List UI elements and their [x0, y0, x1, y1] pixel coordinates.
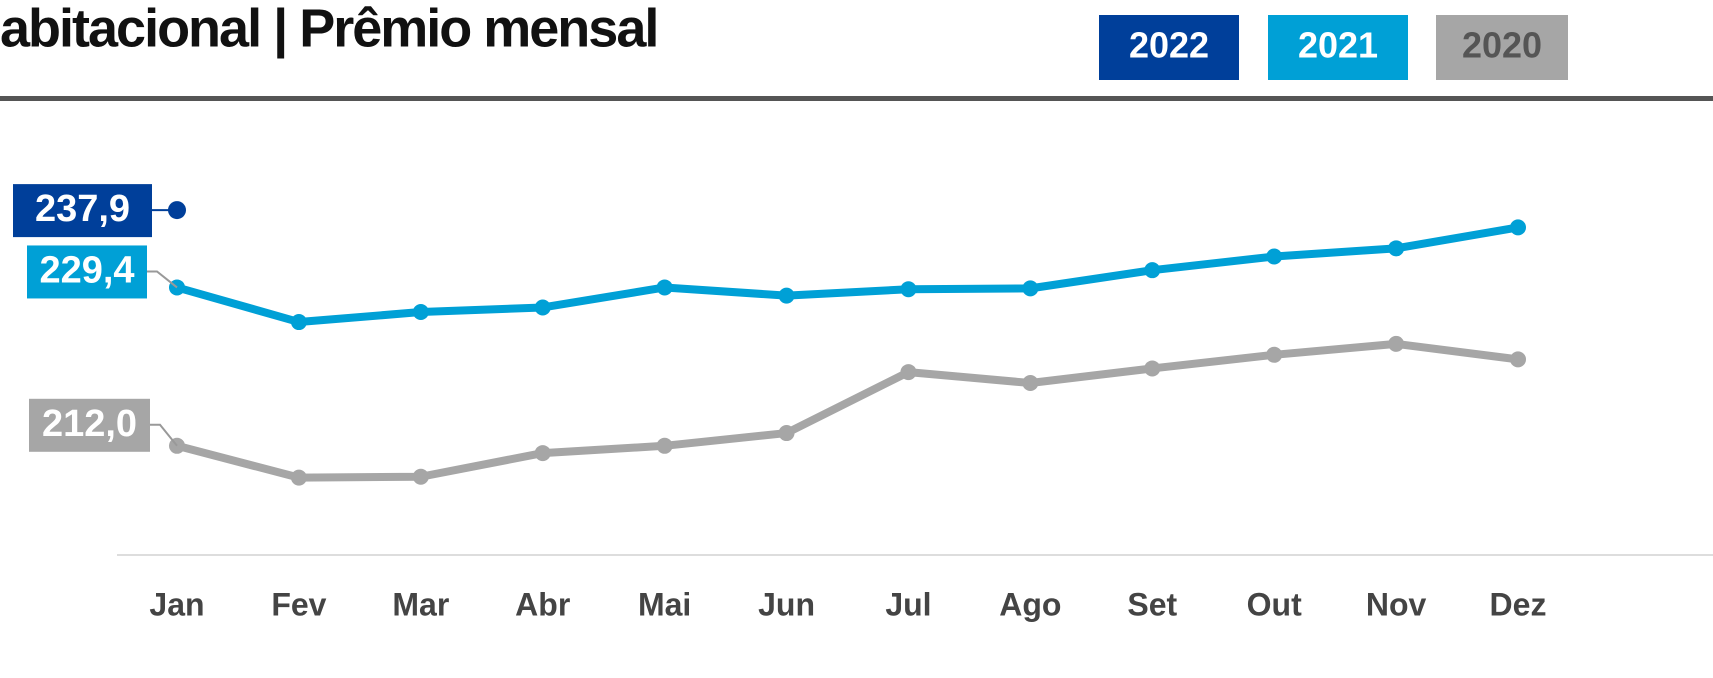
- point: [1388, 240, 1405, 257]
- point: [1510, 351, 1526, 368]
- point: [1510, 219, 1526, 236]
- point: [534, 299, 551, 316]
- x-tick-label: Set: [1127, 586, 1177, 622]
- title-rule: [0, 96, 1713, 101]
- legend-label: 2022: [1129, 25, 1209, 66]
- point: [778, 425, 795, 442]
- point: [412, 468, 429, 485]
- label-box: [29, 398, 150, 452]
- point: [290, 469, 307, 486]
- legend-box: [1268, 15, 1408, 80]
- series-line: [175, 339, 1519, 482]
- point: [412, 304, 429, 321]
- label-box: [27, 245, 147, 299]
- x-tick-label: Fev: [271, 586, 326, 622]
- point: [1144, 360, 1161, 377]
- point: [900, 364, 917, 381]
- legend-label: 2020: [1462, 25, 1542, 66]
- legend-box: [1099, 15, 1239, 80]
- x-tick-label: Dez: [1490, 586, 1547, 622]
- point: [900, 281, 917, 298]
- x-tick-label: Mai: [638, 586, 691, 622]
- legend-box: [1436, 15, 1568, 80]
- point: [534, 445, 551, 462]
- legend-label: 2021: [1298, 25, 1378, 66]
- point: [1022, 280, 1039, 297]
- point: [1266, 248, 1283, 265]
- label-leader: [147, 270, 178, 289]
- label-box: [13, 184, 152, 238]
- point: [1144, 262, 1161, 279]
- chart-title: abitacional | Prêmio mensal: [0, 0, 657, 59]
- x-tick-label: Nov: [1366, 586, 1427, 622]
- point: [1388, 335, 1405, 352]
- x-tick-label: Jan: [149, 586, 204, 622]
- point: [1266, 346, 1283, 363]
- x-tick-label: Abr: [515, 586, 570, 622]
- point: [656, 437, 673, 454]
- point: [778, 287, 795, 304]
- data-label: 229,4: [39, 249, 134, 291]
- data-label: 237,9: [35, 188, 130, 230]
- data-label: 212,0: [42, 403, 137, 445]
- label-leader: [150, 423, 178, 447]
- series-line: [175, 223, 1519, 327]
- point: [290, 314, 307, 331]
- point: [656, 279, 673, 296]
- point: [1022, 375, 1039, 392]
- x-tick-label: Jul: [885, 586, 931, 622]
- x-tick-label: Mar: [392, 586, 449, 622]
- x-tick-label: Jun: [758, 586, 815, 622]
- x-tick-label: Out: [1247, 586, 1302, 622]
- x-tick-label: Ago: [999, 586, 1061, 622]
